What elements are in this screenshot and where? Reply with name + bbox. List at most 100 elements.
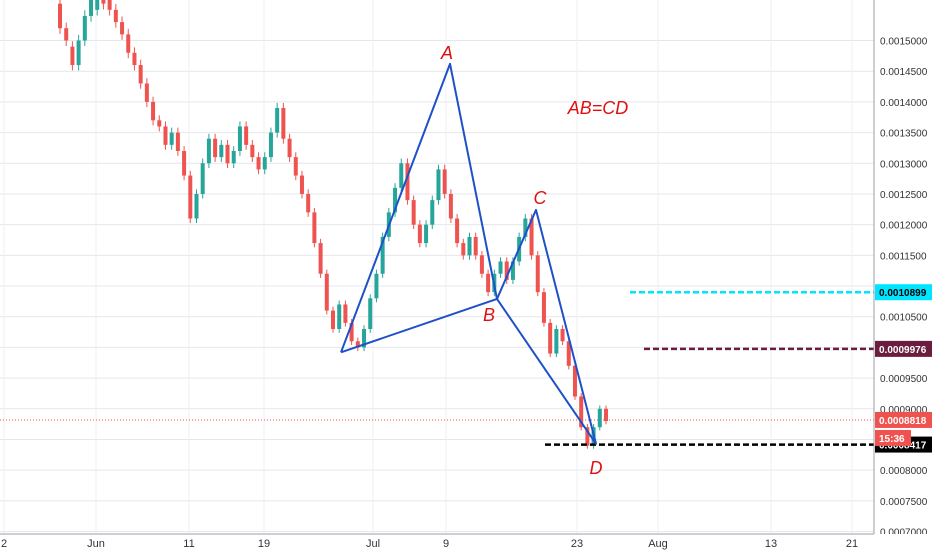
y-tick-label: 0.0012500 <box>880 190 928 201</box>
candle-body <box>604 408 608 422</box>
candle <box>262 152 267 175</box>
candle <box>566 337 571 370</box>
candle <box>107 0 112 16</box>
candle-body <box>151 101 156 121</box>
candle-body <box>455 218 460 244</box>
current-price-badge-text: 0.0008818 <box>879 416 927 427</box>
candle <box>331 306 335 333</box>
candle-body <box>64 28 69 41</box>
y-tick-label: 0.0015000 <box>880 37 928 48</box>
point-label-d: D <box>590 458 603 478</box>
candle <box>157 115 162 132</box>
candle <box>188 170 193 223</box>
candle <box>405 158 410 205</box>
candle <box>541 288 546 327</box>
candle <box>455 214 460 248</box>
candle <box>126 28 131 59</box>
candle-body <box>163 126 168 145</box>
candle-body <box>76 40 81 66</box>
price-badge-0-text: 0.0010899 <box>879 288 927 299</box>
candle-body <box>293 157 298 176</box>
x-tick-label: 23 <box>571 538 583 550</box>
y-tick-label: 0.0013000 <box>880 159 928 170</box>
candle <box>399 158 404 193</box>
candle-body <box>461 243 466 256</box>
y-tick-labels: 0.0015000 0.0014500 0.0014000 0.0013500 0.00… <box>880 37 928 539</box>
candle-body <box>374 273 379 299</box>
point-label-a: A <box>440 43 453 63</box>
candle-body <box>442 169 447 194</box>
candle-body <box>523 218 528 237</box>
candle <box>597 405 602 431</box>
candle <box>101 0 106 10</box>
x-tick-label: 11 <box>183 538 194 550</box>
candle-body <box>175 132 180 151</box>
candle <box>417 220 422 248</box>
candle-body <box>275 108 280 133</box>
pattern-xab-triangle <box>340 62 498 354</box>
countdown-badge-bg <box>875 429 911 446</box>
x-tick-label: 9 <box>443 538 449 550</box>
candle <box>523 214 528 242</box>
candle <box>548 319 553 358</box>
candle <box>461 238 466 260</box>
candle-body <box>548 322 553 354</box>
candle <box>231 146 236 169</box>
point-label-b: B <box>483 305 495 325</box>
candle <box>268 127 273 162</box>
candle-body <box>144 83 149 102</box>
candle-body <box>597 408 602 428</box>
candle-body <box>331 310 335 329</box>
candle-body <box>424 224 429 244</box>
candle-body <box>206 138 211 164</box>
candle <box>324 269 329 315</box>
y-tick-label: 0.0010500 <box>880 313 928 324</box>
harmonic-pattern: A B C D AB=CD <box>340 43 629 478</box>
candle <box>318 238 323 278</box>
candle-body <box>58 3 62 29</box>
candle-body <box>380 236 385 274</box>
candle <box>163 121 168 150</box>
candle-body <box>560 328 565 342</box>
x-tick-label: 21 <box>846 538 858 550</box>
candle <box>225 139 230 169</box>
pattern-label: AB=CD <box>567 98 629 118</box>
candle-body <box>541 292 546 323</box>
candle <box>504 257 509 284</box>
candle-body <box>355 341 360 348</box>
candle-body <box>343 304 348 323</box>
candle <box>256 152 261 175</box>
candle-body <box>138 65 143 84</box>
point-label-c: C <box>534 188 548 208</box>
y-tick-label: 0.0007000 <box>880 528 928 539</box>
candle-body <box>89 0 94 16</box>
candle <box>206 133 211 169</box>
x-tick-labels: 2 Jun 11 19 Jul 9 23 Aug 13 21 <box>1 538 858 550</box>
candle <box>442 164 447 199</box>
candle <box>182 146 187 181</box>
candle <box>355 337 360 352</box>
candle <box>70 41 75 71</box>
candle-body <box>120 22 125 35</box>
price-badge-1-bg <box>875 340 932 357</box>
candle <box>138 59 143 89</box>
candle <box>436 164 441 205</box>
candle-body <box>448 193 453 219</box>
candle-body <box>237 126 242 151</box>
countdown-badge-text: 15:36 <box>879 434 905 445</box>
time-axis <box>0 533 932 550</box>
candle-body <box>585 427 590 446</box>
candle <box>287 133 292 162</box>
candle-body <box>473 236 478 256</box>
candle-body <box>194 193 199 219</box>
candle-body <box>417 224 422 244</box>
candle <box>213 133 218 162</box>
candle-body <box>107 0 112 10</box>
candle <box>306 189 311 217</box>
candle-body <box>82 15 87 41</box>
candle <box>343 300 348 327</box>
time-axis-background <box>0 534 932 550</box>
